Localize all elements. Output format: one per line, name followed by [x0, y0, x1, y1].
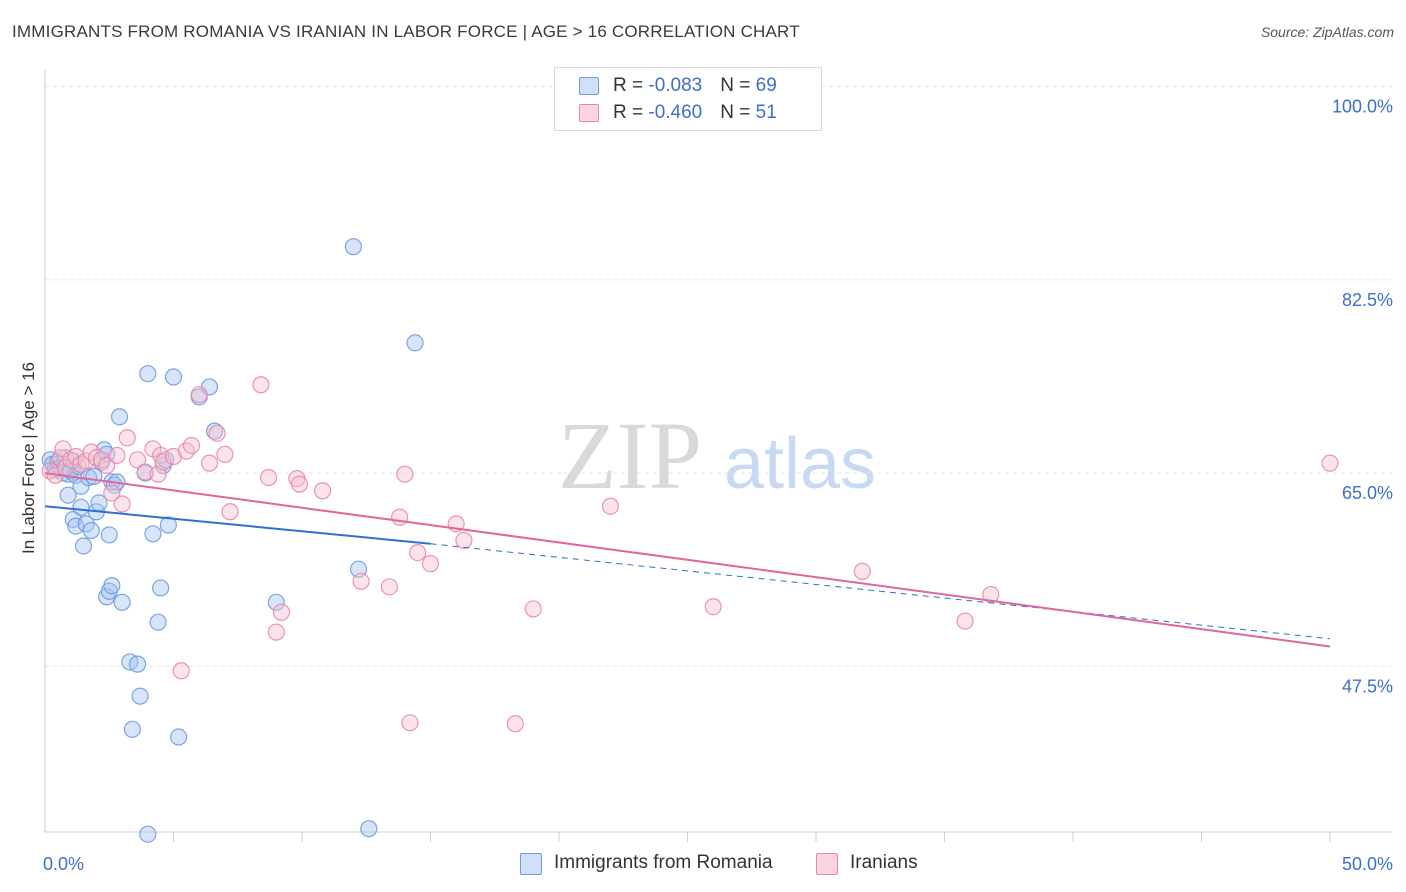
- trend-lines: [44, 472, 1331, 648]
- romania-point: [72, 498, 90, 516]
- iranians-point: [208, 424, 226, 442]
- romania-point: [74, 537, 93, 555]
- iranians-point: [455, 531, 473, 550]
- romania-point: [103, 577, 121, 595]
- romania-point: [123, 720, 141, 738]
- romania-point: [206, 422, 224, 440]
- n-value-romania: 69: [755, 75, 777, 96]
- romania-point: [67, 517, 85, 535]
- romania-point: [128, 655, 147, 673]
- iranians-swatch: [579, 104, 599, 122]
- stats-text-iranians: R = -0.460 N = 51: [613, 102, 777, 123]
- iranians-point: [200, 454, 219, 472]
- iranians-point: [164, 447, 183, 466]
- iranians-point: [313, 482, 332, 500]
- iranians-point: [113, 495, 131, 513]
- romania-point: [152, 579, 170, 597]
- axes: [44, 70, 1392, 842]
- legend-swatch-iranians: [816, 853, 838, 875]
- romania-point: [267, 593, 285, 611]
- n-value-iranians: 51: [755, 102, 777, 123]
- y-tick-label: 100.0%: [1332, 97, 1393, 117]
- romania-point: [113, 593, 131, 611]
- iranians-point: [421, 555, 440, 573]
- romania-point: [139, 365, 157, 383]
- r-value-iranians: -0.460: [648, 102, 703, 123]
- y-tick-label: 47.5%: [1342, 676, 1393, 696]
- romania-point: [159, 516, 177, 534]
- iranians-point: [216, 445, 234, 463]
- iranians-point: [506, 715, 524, 733]
- legend-swatch-romania: [520, 853, 542, 875]
- iranians-point: [259, 468, 278, 487]
- watermark: ZIP atlas: [558, 402, 876, 509]
- iranians-point: [118, 429, 136, 447]
- iranians-point: [182, 436, 201, 455]
- legend-label-iranians: Iranians: [850, 852, 918, 873]
- romania-point: [164, 368, 183, 386]
- romania-point: [100, 526, 118, 544]
- iranians-point: [396, 465, 414, 483]
- iranians-point: [128, 451, 147, 469]
- iranians-point: [401, 714, 419, 732]
- grid-lines: [45, 86, 1392, 667]
- romania-swatch: [579, 77, 599, 95]
- iranians-point: [853, 562, 871, 580]
- iranians-point: [72, 455, 90, 473]
- stats-text-romania: R = -0.083 N = 69: [613, 75, 777, 96]
- chart-title: IMMIGRANTS FROM ROMANIA VS IRANIAN IN LA…: [12, 22, 800, 41]
- tick-labels: 100.0% 82.5% 65.0% 47.5% 0.0% 50.0%: [43, 97, 1393, 874]
- chart-source: Source: ZipAtlas.com: [1260, 24, 1394, 40]
- romania-point: [344, 238, 362, 256]
- romania-point: [82, 521, 100, 540]
- iranians-trend-line: [44, 472, 1331, 648]
- data-points: [41, 238, 1339, 843]
- romania-trend-extension: [430, 543, 1331, 640]
- romania-trend-line: [44, 505, 431, 545]
- watermark-atlas: atlas: [724, 424, 876, 504]
- iranians-point: [154, 453, 172, 471]
- iranians-point: [1321, 454, 1339, 472]
- iranians-point: [136, 463, 154, 481]
- stats-legend-box: R = -0.083 N = 69 R = -0.460 N = 51: [554, 67, 822, 131]
- iranians-point: [956, 612, 974, 630]
- iranians-point: [290, 475, 309, 493]
- iranians-point: [601, 497, 620, 515]
- x-tick-label: 50.0%: [1342, 854, 1393, 874]
- iranians-point: [380, 578, 398, 596]
- romania-point: [110, 408, 129, 426]
- r-value-romania: -0.083: [648, 75, 703, 96]
- romania-point: [406, 334, 424, 352]
- romania-point: [149, 613, 167, 631]
- iranians-point: [252, 376, 270, 394]
- iranians-point: [221, 503, 239, 521]
- iranians-point: [391, 508, 409, 526]
- legend-label-romania: Immigrants from Romania: [554, 852, 773, 873]
- y-tick-label: 82.5%: [1342, 290, 1393, 310]
- iranians-point: [352, 572, 370, 590]
- iranians-point: [409, 543, 427, 562]
- iranians-point: [704, 598, 722, 616]
- iranians-point: [103, 484, 121, 502]
- legend: Immigrants from Romania Iranians: [0, 852, 1406, 878]
- romania-point: [170, 728, 188, 746]
- y-axis-label: In Labor Force | Age > 16: [19, 362, 38, 554]
- iranians-point: [108, 446, 126, 465]
- romania-point: [85, 467, 103, 485]
- iranians-point: [272, 603, 291, 621]
- y-tick-label: 65.0%: [1342, 483, 1393, 503]
- romania-point: [139, 825, 157, 843]
- romania-point: [131, 687, 149, 705]
- romania-point: [360, 820, 378, 838]
- iranians-point: [267, 623, 285, 641]
- iranians-point: [98, 456, 116, 474]
- iranians-point: [190, 386, 208, 404]
- romania-point: [59, 486, 77, 504]
- x-tick-label: 0.0%: [43, 854, 84, 874]
- watermark-zip: ZIP: [558, 402, 702, 509]
- romania-point: [144, 525, 162, 543]
- iranians-point: [524, 600, 542, 618]
- iranians-point: [172, 662, 190, 680]
